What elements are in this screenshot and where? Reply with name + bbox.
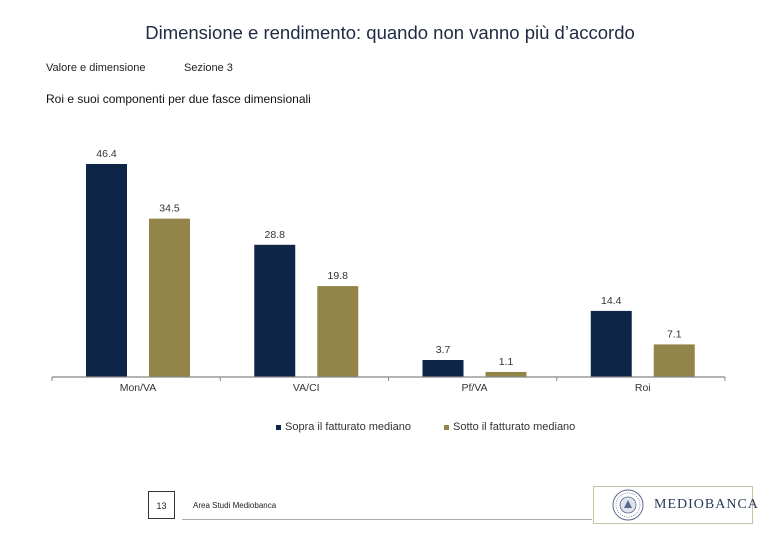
bar-Roi-series2 (653, 344, 695, 377)
x-tick-label-Roi: Roi (635, 382, 651, 394)
data-label-Pf/VA-series2: 1.1 (499, 356, 514, 368)
bar-VA/CI-series1 (254, 244, 296, 377)
seal-icon (612, 489, 644, 521)
footer-divider (182, 519, 592, 520)
section-label-left: Valore e dimensione (46, 62, 146, 74)
data-label-VA/CI-series1: 28.8 (265, 229, 286, 241)
x-tick-label-Mon/VA: Mon/VA (120, 382, 157, 394)
footer-text: Area Studi Mediobanca (193, 501, 277, 510)
legend-swatch-series2 (444, 424, 449, 430)
legend-item-series1: Sopra il fatturato mediano (276, 421, 411, 433)
data-label-Roi-series1: 14.4 (601, 295, 622, 307)
data-label-Pf/VA-series1: 3.7 (436, 344, 451, 356)
bar-Mon/VA-series1 (86, 164, 127, 377)
legend-swatch-series1 (276, 424, 281, 430)
brand-name: MEDIOBANCA (654, 497, 759, 512)
brand-logo: MEDIOBANCA (593, 486, 758, 524)
legend-label-series1: Sopra il fatturato mediano (285, 421, 411, 433)
data-label-Mon/VA-series2: 34.5 (159, 203, 180, 215)
bar-Pf/VA-series1 (422, 360, 464, 377)
legend-item-series2: Sotto il fatturato mediano (444, 421, 575, 433)
page-title: Dimensione e rendimento: quando non vann… (145, 22, 635, 43)
bar-Roi-series1 (590, 310, 632, 377)
data-label-Roi-series2: 7.1 (667, 328, 682, 340)
bar-VA/CI-series2 (317, 286, 359, 377)
data-label-Mon/VA-series1: 46.4 (96, 148, 117, 160)
x-tick-label-Pf/VA: Pf/VA (461, 382, 487, 394)
legend-label-series2: Sotto il fatturato mediano (453, 421, 576, 433)
chart-subtitle: Roi e suoi componenti per due fasce dime… (46, 92, 311, 106)
page-number: 13 (148, 491, 175, 519)
x-tick-label-VA/CI: VA/CI (293, 382, 320, 394)
data-label-VA/CI-series2: 19.8 (328, 270, 349, 282)
section-label-right: Sezione 3 (184, 62, 233, 74)
bar-Mon/VA-series2 (149, 218, 190, 377)
bar-Pf/VA-series2 (485, 371, 527, 377)
